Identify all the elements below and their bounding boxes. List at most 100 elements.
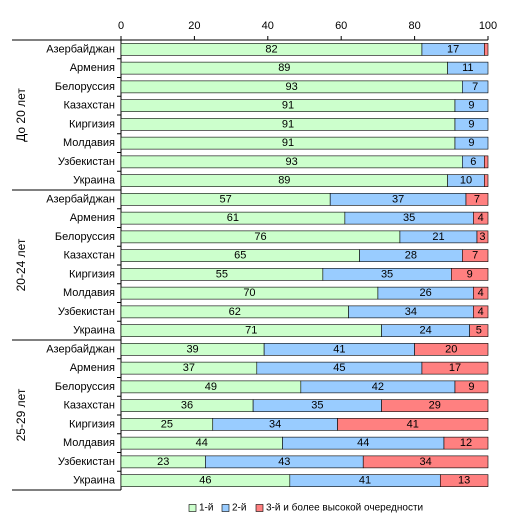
bar-segment-third xyxy=(450,268,489,281)
data-label: 57 xyxy=(219,193,231,205)
data-label: 4 xyxy=(478,306,484,318)
data-label: 76 xyxy=(254,231,266,243)
data-label: 17 xyxy=(449,362,461,374)
data-label: 37 xyxy=(392,193,404,205)
x-tick-label: 80 xyxy=(408,20,420,32)
data-label: 5 xyxy=(476,325,482,337)
data-label: 9 xyxy=(468,137,474,149)
data-label: 23 xyxy=(157,456,169,468)
legend-swatch xyxy=(255,504,264,512)
group-label: До 20 лет xyxy=(14,88,28,142)
data-label: 9 xyxy=(468,100,474,112)
category-label: Киргизия xyxy=(69,118,115,130)
data-label: 93 xyxy=(286,81,298,93)
bar-segment-third xyxy=(484,155,489,169)
data-label: 44 xyxy=(357,437,369,449)
data-label: 49 xyxy=(205,381,217,393)
bar-segment-third xyxy=(484,43,489,56)
data-label: 89 xyxy=(278,62,290,74)
category-label: Узбекистан xyxy=(58,456,115,468)
group-label: 20-24 лет xyxy=(14,238,28,291)
bar-segment-third xyxy=(381,399,489,412)
category-label: Молдавия xyxy=(63,287,115,299)
data-label: 7 xyxy=(472,81,478,93)
bar-segment-third xyxy=(473,305,489,319)
category-label: Молдавия xyxy=(63,437,115,449)
bar-segment-third xyxy=(462,249,489,262)
category-label: Азербайджан xyxy=(46,193,115,205)
data-label: 9 xyxy=(468,381,474,393)
category-label: Армения xyxy=(70,362,115,374)
category-label: Узбекистан xyxy=(58,156,115,168)
x-tick-label: 60 xyxy=(335,20,347,32)
category-label: Киргизия xyxy=(69,268,115,280)
x-tick-label: 40 xyxy=(262,20,274,32)
category-label: Киргизия xyxy=(69,418,115,430)
data-label: 65 xyxy=(234,250,246,262)
data-label: 41 xyxy=(359,475,371,487)
x-tick-label: 20 xyxy=(188,20,200,32)
bar-segment-second xyxy=(454,99,489,112)
category-label: Армения xyxy=(70,62,115,74)
data-label: 43 xyxy=(278,456,290,468)
data-label: 17 xyxy=(447,43,459,55)
category-label: Молдавия xyxy=(63,137,115,149)
category-label: Азербайджан xyxy=(46,343,115,355)
bar-segment-third xyxy=(454,380,489,394)
bar-segment-third xyxy=(362,455,489,469)
category-label: Украина xyxy=(73,175,116,187)
bar-segment-second xyxy=(454,118,489,131)
category-label: Казахстан xyxy=(63,400,115,412)
data-label: 24 xyxy=(419,325,431,337)
bar-segment-third xyxy=(465,193,489,206)
bar-segment-third xyxy=(484,174,489,187)
data-label: 37 xyxy=(183,362,195,374)
legend-entry: 3-й и более высокой очередности xyxy=(266,502,423,514)
category-label: Украина xyxy=(73,475,116,487)
bar-segment-third xyxy=(443,436,489,450)
bar-segment-third xyxy=(473,211,489,225)
legend-swatch xyxy=(221,504,230,512)
bar-segment-third xyxy=(337,418,489,431)
data-label: 55 xyxy=(216,268,228,280)
data-label: 44 xyxy=(196,437,208,449)
data-label: 93 xyxy=(286,156,298,168)
category-label: Казахстан xyxy=(63,250,115,262)
bar-segment-second xyxy=(462,80,489,94)
x-tick-label: 100 xyxy=(479,20,497,32)
data-label: 71 xyxy=(245,325,257,337)
category-label: Армения xyxy=(70,212,115,224)
data-label: 61 xyxy=(227,212,239,224)
data-label: 7 xyxy=(472,250,478,262)
category-label: Белоруссия xyxy=(55,81,115,93)
data-label: 21 xyxy=(432,231,444,243)
bar-segment-third xyxy=(421,361,489,375)
category-label: Белоруссия xyxy=(55,381,115,393)
category-label: Узбекистан xyxy=(58,306,115,318)
data-label: 4 xyxy=(478,287,484,299)
legend-swatch xyxy=(188,504,197,512)
data-label: 41 xyxy=(407,418,419,430)
data-label: 35 xyxy=(381,268,393,280)
data-label: 45 xyxy=(333,362,345,374)
data-label: 91 xyxy=(282,118,294,130)
data-label: 41 xyxy=(333,343,345,355)
data-label: 11 xyxy=(462,62,473,74)
data-label: 34 xyxy=(405,306,417,318)
bar-segment-third xyxy=(414,343,489,356)
data-label: 7 xyxy=(474,193,480,205)
data-label: 46 xyxy=(199,475,211,487)
bar-segment-third xyxy=(473,286,489,300)
data-label: 62 xyxy=(229,306,241,318)
data-label: 36 xyxy=(181,400,193,412)
data-label: 29 xyxy=(429,400,441,412)
data-label: 12 xyxy=(460,437,472,449)
data-label: 25 xyxy=(161,418,173,430)
data-label: 13 xyxy=(458,475,470,487)
category-label: Азербайджан xyxy=(46,43,115,55)
data-label: 35 xyxy=(311,400,323,412)
data-label: 10 xyxy=(460,175,472,187)
data-label: 9 xyxy=(467,268,473,280)
data-label: 34 xyxy=(269,418,281,430)
